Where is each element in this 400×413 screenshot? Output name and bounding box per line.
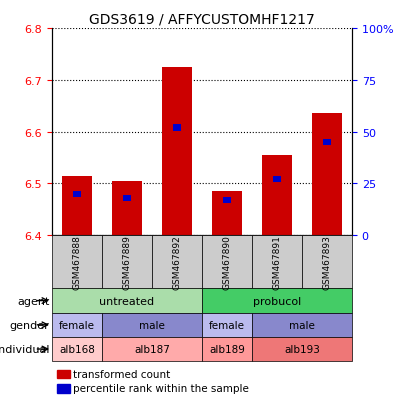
FancyBboxPatch shape (202, 337, 252, 361)
Text: female: female (209, 320, 245, 330)
Bar (312, 114, 342, 235)
Bar (123, 195, 131, 202)
Text: individual: individual (0, 344, 50, 354)
Bar (273, 177, 281, 183)
FancyBboxPatch shape (152, 235, 202, 289)
Text: probucol: probucol (253, 296, 301, 306)
Bar (323, 140, 331, 146)
FancyBboxPatch shape (102, 337, 202, 361)
Bar (62, 176, 92, 235)
Text: GSM467888: GSM467888 (72, 235, 82, 290)
Text: female: female (59, 320, 95, 330)
FancyBboxPatch shape (252, 313, 352, 337)
FancyBboxPatch shape (252, 337, 352, 361)
FancyBboxPatch shape (52, 313, 102, 337)
Text: percentile rank within the sample: percentile rank within the sample (73, 384, 249, 394)
Text: GSM467889: GSM467889 (122, 235, 132, 290)
FancyBboxPatch shape (202, 235, 252, 289)
Text: alb189: alb189 (209, 344, 245, 354)
Text: transformed count: transformed count (73, 369, 170, 379)
Bar (57, 384, 70, 393)
Bar (57, 370, 70, 378)
FancyBboxPatch shape (52, 337, 102, 361)
Text: alb187: alb187 (134, 344, 170, 354)
Text: gender: gender (10, 320, 50, 330)
Bar (212, 192, 242, 235)
Text: alb168: alb168 (59, 344, 95, 354)
FancyBboxPatch shape (102, 313, 202, 337)
Bar (162, 68, 192, 235)
Bar (173, 125, 181, 131)
Text: GSM467893: GSM467893 (322, 235, 332, 290)
FancyBboxPatch shape (302, 235, 352, 289)
FancyBboxPatch shape (52, 289, 202, 313)
Title: GDS3619 / AFFYCUSTOMHF1217: GDS3619 / AFFYCUSTOMHF1217 (89, 12, 315, 26)
Bar (262, 156, 292, 235)
Text: GSM467891: GSM467891 (272, 235, 282, 290)
Bar (73, 191, 81, 197)
Bar (223, 197, 231, 204)
Text: untreated: untreated (100, 296, 154, 306)
Text: male: male (289, 320, 315, 330)
Text: GSM467892: GSM467892 (172, 235, 182, 290)
FancyBboxPatch shape (252, 235, 302, 289)
Text: GSM467890: GSM467890 (222, 235, 232, 290)
FancyBboxPatch shape (52, 235, 102, 289)
FancyBboxPatch shape (102, 235, 152, 289)
Text: alb193: alb193 (284, 344, 320, 354)
Text: agent: agent (17, 296, 50, 306)
FancyBboxPatch shape (202, 289, 352, 313)
FancyBboxPatch shape (202, 313, 252, 337)
Bar (112, 181, 142, 235)
Text: male: male (139, 320, 165, 330)
